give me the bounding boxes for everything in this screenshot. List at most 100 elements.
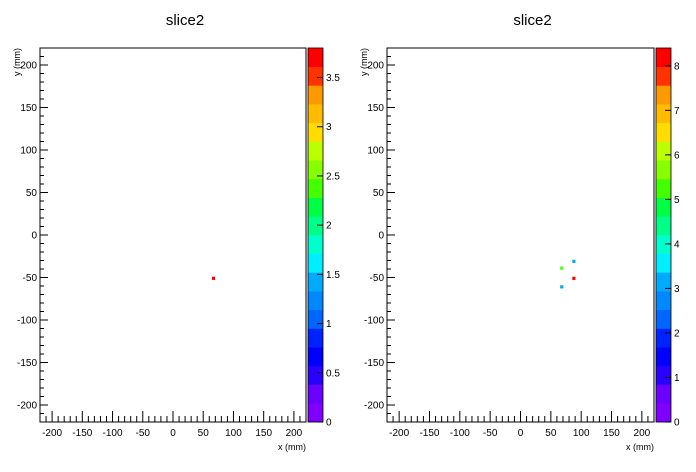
plot-frame — [39, 47, 307, 423]
colorbar-band — [656, 104, 671, 124]
x-tick-label: 150 — [603, 428, 620, 439]
colorbar-band — [308, 365, 323, 385]
colorbar-tick-label: 4 — [674, 239, 680, 250]
colorbar-band — [308, 85, 323, 105]
x-tick-label: 50 — [545, 428, 557, 439]
colorbar-band — [656, 272, 671, 292]
chart-title: slice2 — [513, 12, 551, 29]
colorbar-tick-label: 2.5 — [326, 171, 340, 182]
colorbar-band — [656, 141, 671, 161]
chart-panel-1 — [39, 47, 324, 423]
y-tick-label: 0 — [31, 231, 37, 242]
colorbar-tick-label: 0.5 — [326, 368, 340, 379]
x-axis-label: x (mm) — [278, 442, 306, 452]
x-tick-label: -100 — [450, 428, 470, 439]
data-cell — [560, 285, 564, 289]
colorbar-band — [308, 403, 323, 423]
colorbar-tick-label: 6 — [674, 150, 680, 161]
colorbar-band — [308, 141, 323, 161]
y-axis-label: y (mm) — [359, 48, 369, 76]
colorbar-band — [656, 365, 671, 385]
colorbar-band — [308, 66, 323, 86]
colorbar-tick-label: 3.5 — [326, 73, 340, 84]
colorbar-tick-label: 7 — [674, 106, 680, 117]
colorbar-tick-label: 1 — [326, 319, 332, 330]
colorbar-band — [656, 291, 671, 311]
x-tick-label: 100 — [225, 428, 242, 439]
colorbar-band — [656, 160, 671, 180]
x-tick-label: 100 — [573, 428, 590, 439]
colorbar-band — [656, 197, 671, 217]
data-cell — [560, 266, 564, 270]
colorbar-tick-label: 0 — [326, 418, 332, 429]
y-tick-label: -50 — [23, 273, 38, 284]
y-tick-label: 50 — [373, 188, 385, 199]
colorbar-band — [656, 347, 671, 367]
x-tick-label: 0 — [518, 428, 524, 439]
colorbar-tick-label: 0 — [674, 418, 680, 429]
data-cell — [211, 276, 216, 280]
colorbar-tick-label: 1.5 — [326, 270, 340, 281]
colorbar-band — [308, 291, 323, 311]
x-tick-label: 200 — [286, 428, 303, 439]
colorbar-band — [656, 178, 671, 198]
y-tick-label: -100 — [17, 316, 37, 327]
y-tick-label: 50 — [26, 188, 38, 199]
y-tick-label: -100 — [364, 316, 384, 327]
data-cell — [572, 259, 576, 263]
colorbar-band — [308, 328, 323, 348]
y-tick-label: -200 — [17, 401, 37, 412]
colorbar-band — [308, 235, 323, 254]
x-axis-label: x (mm) — [626, 442, 654, 452]
colorbar-tick-label: 3 — [326, 122, 332, 133]
colorbar-band — [308, 253, 323, 273]
colorbar-tick-label: 8 — [674, 61, 680, 72]
colorbar-band — [656, 384, 671, 404]
chart-title: slice2 — [166, 12, 204, 29]
x-tick-label: -200 — [389, 428, 409, 439]
colorbar-band — [308, 384, 323, 404]
plot-frame — [386, 47, 655, 423]
y-tick-label: -200 — [364, 401, 384, 412]
colorbar-band — [308, 160, 323, 180]
y-tick-label: 100 — [20, 146, 37, 157]
colorbar-tick-label: 5 — [674, 195, 680, 206]
y-tick-label: 200 — [367, 61, 384, 72]
x-tick-label: -150 — [419, 428, 439, 439]
y-tick-label: -50 — [370, 273, 385, 284]
colorbar-tick-label: 3 — [674, 284, 680, 295]
x-tick-label: -50 — [136, 428, 151, 439]
colorbar-band — [656, 309, 671, 329]
x-tick-label: 0 — [170, 428, 176, 439]
colorbar-band — [308, 104, 323, 124]
colorbar-band — [656, 235, 671, 254]
y-tick-label: -150 — [364, 358, 384, 369]
x-tick-label: 50 — [198, 428, 210, 439]
chart-panel-2 — [386, 47, 672, 423]
colorbar-band — [656, 328, 671, 348]
colorbar-tick-label: 1 — [674, 373, 680, 384]
x-tick-label: -150 — [72, 428, 92, 439]
colorbar-band — [308, 122, 323, 142]
colorbar-band — [308, 272, 323, 292]
y-tick-label: 200 — [20, 61, 37, 72]
y-tick-label: 100 — [367, 146, 384, 157]
colorbar-band — [656, 122, 671, 142]
y-tick-label: 0 — [378, 231, 384, 242]
colorbar-band — [656, 48, 671, 67]
colorbar-band — [656, 216, 671, 236]
colorbar-frame — [655, 47, 672, 423]
y-tick-label: 150 — [367, 103, 384, 114]
colorbar-tick-label: 2 — [674, 328, 680, 339]
y-axis-label: y (mm) — [12, 48, 22, 76]
colorbar-band — [308, 178, 323, 198]
x-tick-label: -100 — [103, 428, 123, 439]
colorbar-band — [656, 253, 671, 273]
data-cell — [572, 276, 576, 280]
colorbar-band — [308, 48, 323, 67]
x-tick-label: 150 — [255, 428, 272, 439]
x-tick-label: -200 — [42, 428, 62, 439]
x-tick-label: 200 — [634, 428, 651, 439]
colorbar-frame — [307, 47, 324, 423]
